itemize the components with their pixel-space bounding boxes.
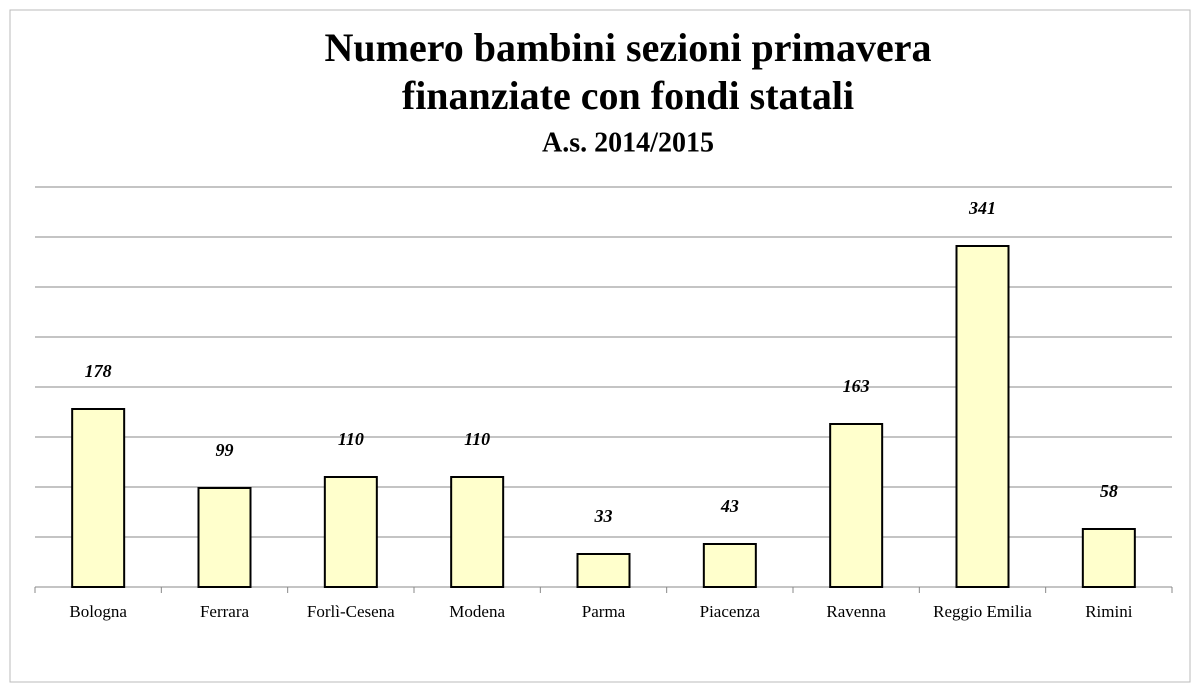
chart-subtitle: A.s. 2014/2015 <box>542 127 714 158</box>
bar <box>829 423 884 588</box>
x-tick-label: Reggio Emilia <box>933 602 1032 621</box>
bar <box>71 408 126 588</box>
data-label: 99 <box>216 440 234 460</box>
bar <box>955 245 1010 588</box>
chart-title: Numero bambini sezioni primavera <box>324 25 931 70</box>
x-tick-label: Forlì-Cesena <box>307 602 395 621</box>
data-label: 58 <box>1100 481 1118 501</box>
chart-title: finanziate con fondi statali <box>402 73 854 118</box>
x-tick-label: Piacenza <box>700 602 761 621</box>
data-label: 341 <box>968 198 996 218</box>
x-tick-label: Modena <box>449 602 505 621</box>
bar <box>702 543 757 588</box>
data-label: 110 <box>464 429 490 449</box>
bar <box>323 476 378 588</box>
data-label: 33 <box>594 506 613 526</box>
bar <box>197 487 252 588</box>
data-label: 163 <box>843 376 870 396</box>
data-label: 110 <box>338 429 364 449</box>
data-label: 178 <box>85 361 112 381</box>
x-tick-label: Parma <box>582 602 626 621</box>
bar <box>576 553 631 588</box>
chart-frame <box>9 9 1191 683</box>
bar <box>1081 528 1136 588</box>
x-tick-label: Bologna <box>69 602 127 621</box>
bar <box>450 476 505 588</box>
x-tick-label: Rimini <box>1085 602 1133 621</box>
x-tick-label: Ravenna <box>826 602 886 621</box>
x-tick-label: Ferrara <box>200 602 250 621</box>
data-label: 43 <box>720 496 739 516</box>
